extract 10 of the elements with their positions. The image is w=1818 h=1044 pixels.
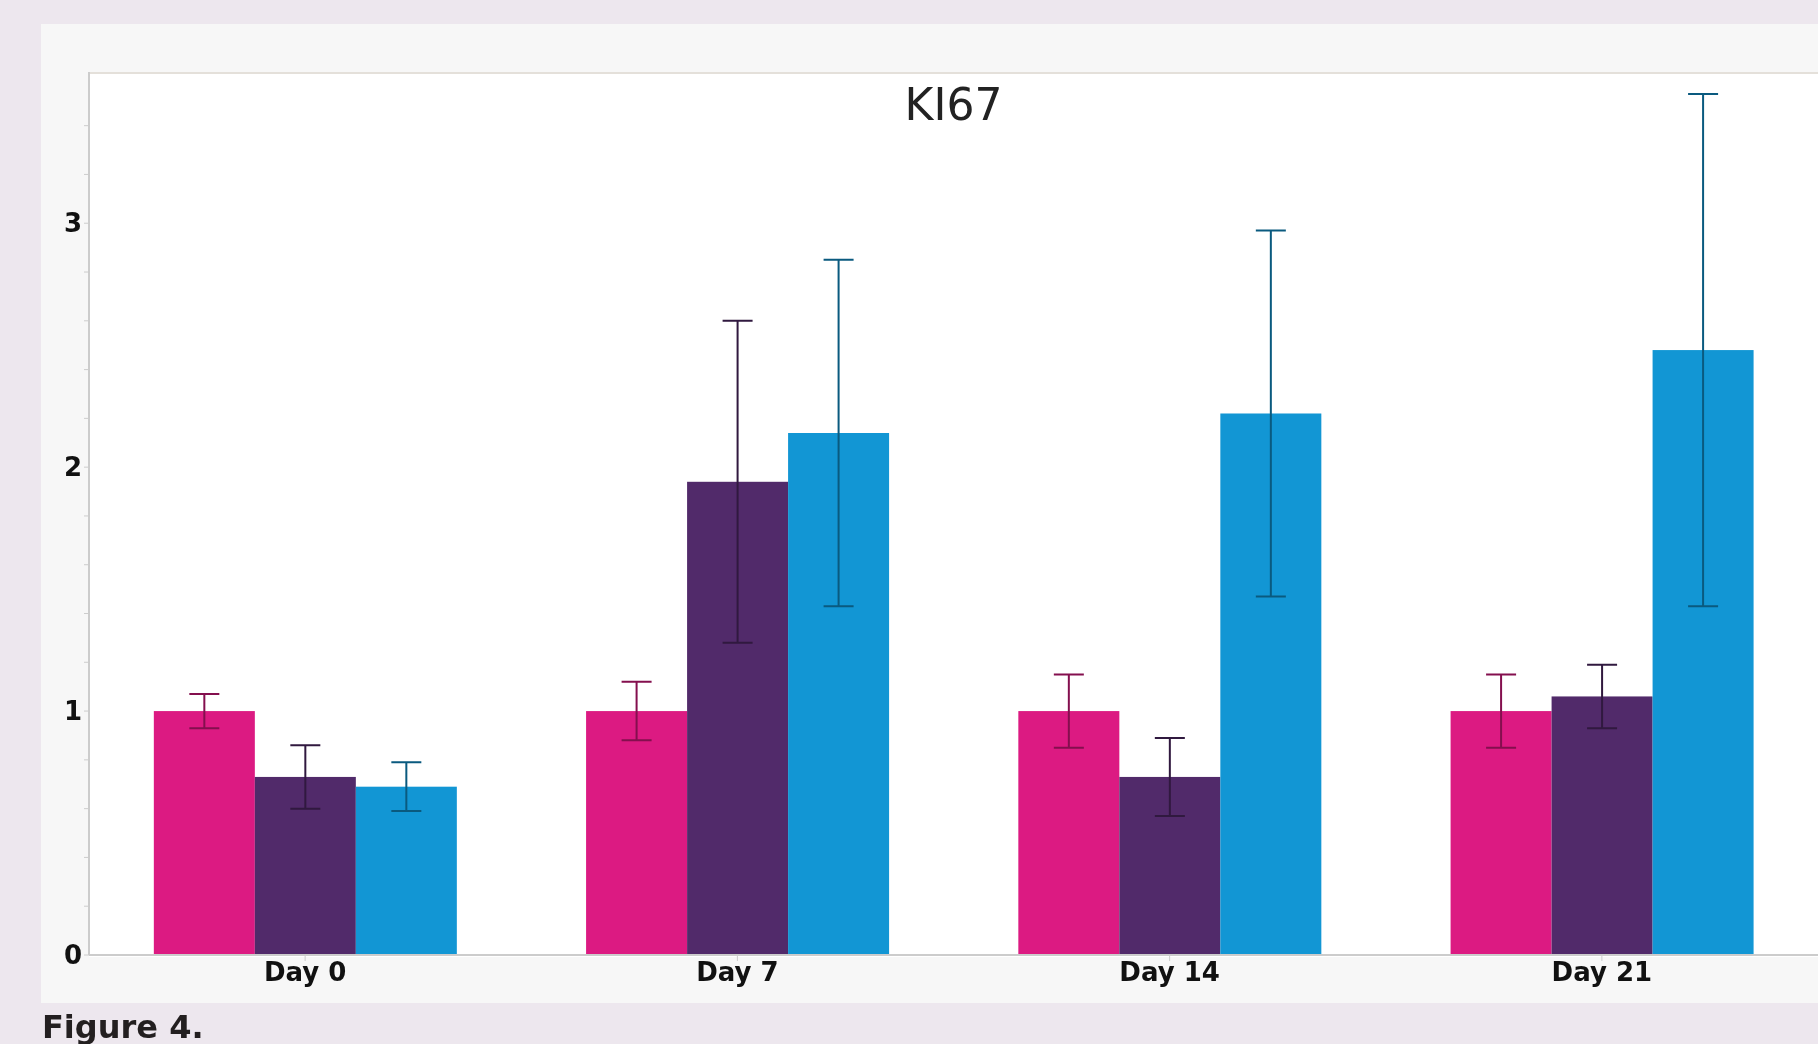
x-tick-label: Day 21 bbox=[1551, 957, 1653, 988]
y-tick-label: 0 bbox=[63, 940, 82, 971]
x-tick-label: Day 14 bbox=[1119, 957, 1220, 988]
y-tick-label: 3 bbox=[63, 208, 82, 239]
caption: Figure 4. bbox=[42, 1008, 204, 1044]
x-tick-label: Day 7 bbox=[696, 957, 779, 988]
y-tick-label: 2 bbox=[63, 452, 82, 483]
x-tick-label: Day 0 bbox=[263, 957, 347, 988]
y-tick-label: 1 bbox=[63, 696, 82, 727]
chart-title: KI67 bbox=[903, 79, 1004, 130]
